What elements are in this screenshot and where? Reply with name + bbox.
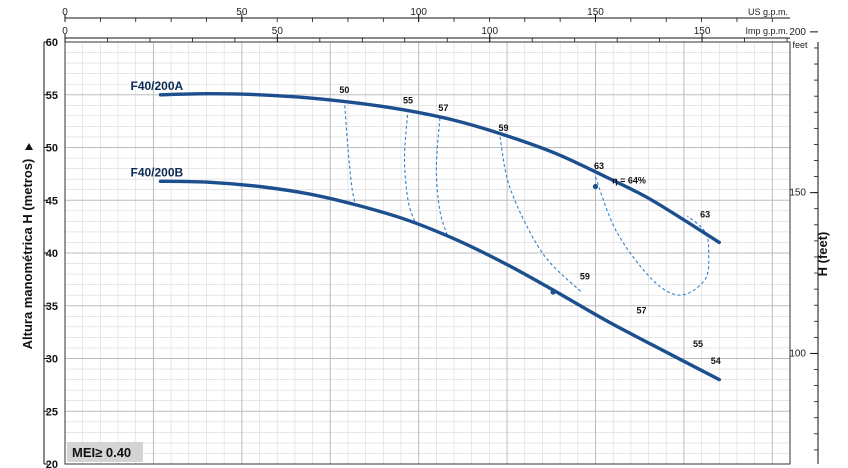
y2-tick-label: 200 xyxy=(789,27,806,38)
efficiency-label: 57 xyxy=(636,305,646,315)
x-top-tick-label: 100 xyxy=(410,7,427,18)
y-tick-label: 45 xyxy=(46,195,58,207)
iso-efficiency-line-59 xyxy=(499,136,582,293)
pump-curve-F40/200A xyxy=(158,91,721,245)
y2-unit: feet xyxy=(792,40,808,50)
y2-tick-label: 100 xyxy=(789,348,806,359)
iso-efficiency-line-63 xyxy=(594,176,710,296)
x-imp-tick-label: 150 xyxy=(694,26,711,37)
efficiency-label: 50 xyxy=(339,85,349,95)
y-tick-label: 50 xyxy=(46,143,58,155)
y-tick-label: 55 xyxy=(46,90,58,102)
efficiency-max-label: η = 64% xyxy=(612,175,646,185)
efficiency-label: 55 xyxy=(693,339,703,349)
y-tick-label: 20 xyxy=(46,459,58,468)
efficiency-label: 63 xyxy=(700,209,710,219)
y-tick-label: 35 xyxy=(46,301,58,313)
y-axis-arrow-icon xyxy=(25,143,33,150)
y-tick-label: 25 xyxy=(46,406,58,418)
efficiency-label: 54 xyxy=(711,356,721,366)
curve-label: F40/200A xyxy=(130,79,183,93)
efficiency-label: 57 xyxy=(438,103,448,113)
x-bottom-unit: Imp g.p.m. xyxy=(745,26,788,36)
iso-efficiency-line-57 xyxy=(435,117,448,235)
efficiency-label: 59 xyxy=(580,272,590,282)
x-top-tick-label: 0 xyxy=(62,7,68,18)
iso-efficiency-line-50 xyxy=(343,99,356,204)
pump-curve-F40/200B xyxy=(158,179,721,382)
curve-label: F40/200B xyxy=(130,165,183,179)
efficiency-max-dot xyxy=(592,183,599,190)
efficiency-label: 55 xyxy=(403,95,413,105)
mei-badge: MEI≥ 0.40 xyxy=(67,442,143,462)
x-top-unit: US g.p.m. xyxy=(748,7,788,17)
x-imp-tick-label: 0 xyxy=(62,26,68,37)
y2-axis-label: H (feet) xyxy=(815,232,830,277)
efficiency-59-dot xyxy=(550,289,556,295)
y-tick-label: 60 xyxy=(46,37,58,49)
chart-labels: F40/200A F40/200B 50 55 57 59 63 63 59 57 55 54 η = … xyxy=(130,79,720,366)
x-imp-tick-label: 50 xyxy=(272,26,284,37)
mei-label: MEI≥ 0.40 xyxy=(72,445,131,460)
y-tick-label: 40 xyxy=(46,248,58,260)
y-tick-label: 30 xyxy=(46,354,58,366)
y-axis-label: Altura manométrica H (metros) xyxy=(20,159,35,350)
axes: 20 25 30 35 40 45 50 55 60 100 150 200 0 50 100 150 0 50 1… xyxy=(25,7,819,468)
efficiency-label: 59 xyxy=(499,123,509,133)
x-top-tick-label: 50 xyxy=(236,7,248,18)
x-imp-tick-label: 100 xyxy=(481,26,498,37)
plot-frame xyxy=(64,41,791,465)
efficiency-iso-lines xyxy=(343,99,710,296)
y2-tick-label: 150 xyxy=(789,188,806,199)
pump-curves xyxy=(158,91,721,382)
iso-efficiency-line-55 xyxy=(403,109,416,223)
x-top-tick-label: 150 xyxy=(587,7,604,18)
efficiency-label: 63 xyxy=(594,161,604,171)
